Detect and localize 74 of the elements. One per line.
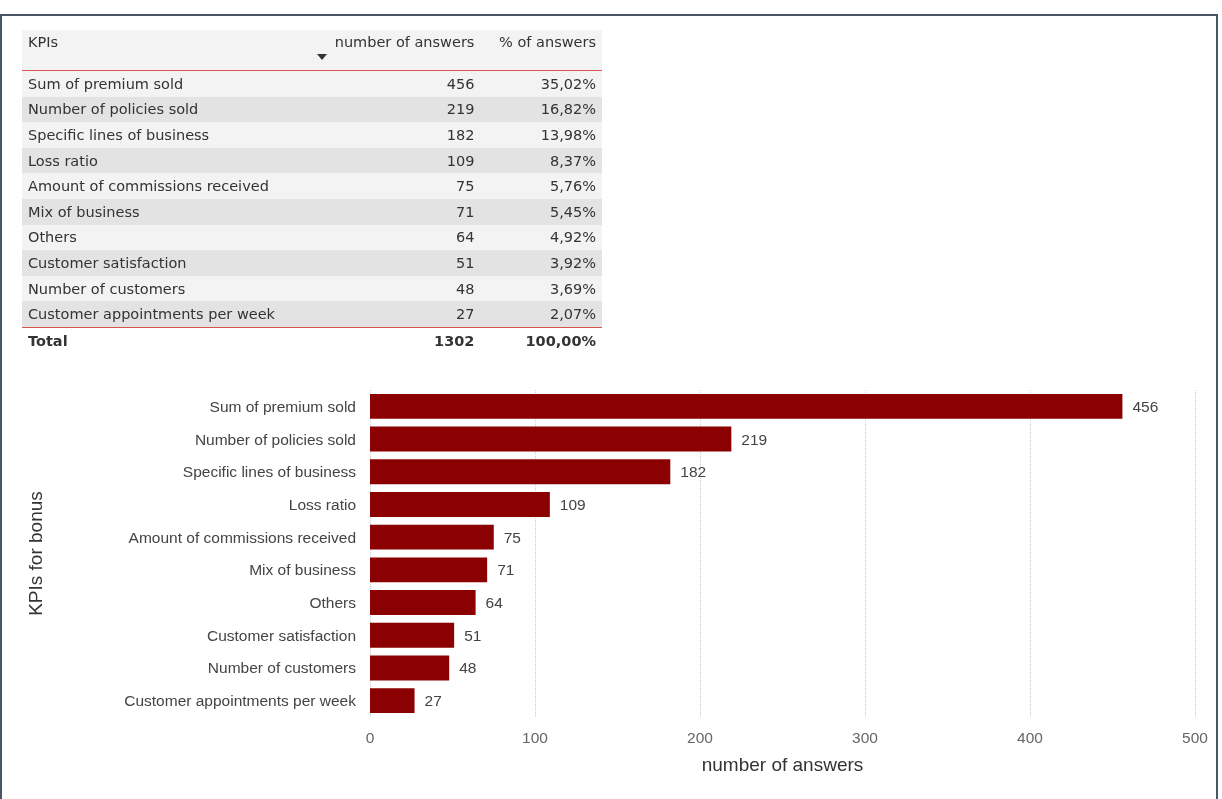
data-label: 75 xyxy=(503,528,521,546)
bar xyxy=(370,492,550,517)
bar xyxy=(370,590,476,615)
text: Total xyxy=(22,327,312,354)
category-label: Mix of business xyxy=(22,198,312,225)
data-label: 48 xyxy=(459,659,477,677)
data-label: 456 xyxy=(311,70,481,97)
data-label: 51 xyxy=(464,626,482,644)
data-label: 64 xyxy=(485,594,504,612)
category-label: Loss ratio xyxy=(22,147,312,174)
data-label: 182 xyxy=(311,122,481,148)
y-tick-label: Mix of business xyxy=(249,561,357,579)
x-tick-label: 0 xyxy=(365,728,375,746)
data-label: 109 xyxy=(311,147,481,174)
y-tick-label: Loss ratio xyxy=(288,495,356,513)
data-label: 2,07% xyxy=(480,301,602,328)
data-label: 48 xyxy=(311,275,481,302)
category-label: Number of policies sold xyxy=(22,96,312,123)
data-label: 75 xyxy=(311,173,481,199)
category-label: Others xyxy=(22,224,312,251)
bar xyxy=(370,393,1123,419)
data-label: 71 xyxy=(311,198,481,225)
data-label: 4,92% xyxy=(480,224,602,251)
y-tick-label: Specific lines of business xyxy=(182,463,357,481)
category-label: Customer appointments per week xyxy=(22,301,312,328)
data-label: 3,92% xyxy=(480,250,602,276)
category-label: Specific lines of business xyxy=(22,122,312,148)
category-label: Number of customers xyxy=(22,275,312,302)
data-label: 182 xyxy=(680,463,707,481)
data-label: 3,69% xyxy=(480,275,602,302)
data-label: 5,45% xyxy=(480,198,602,225)
series-label: number of answers xyxy=(311,30,481,71)
data-label: 71 xyxy=(497,561,515,579)
data-label: 5,76% xyxy=(480,173,602,199)
data-label: 51 xyxy=(311,250,481,276)
data-label: 64 xyxy=(311,224,481,251)
bar xyxy=(370,524,494,550)
data-label: 219 xyxy=(741,430,768,448)
text: KPIs xyxy=(22,30,312,71)
bar xyxy=(370,459,671,485)
y-tick-label: Sum of premium sold xyxy=(209,397,356,415)
data-label: 456 xyxy=(1132,397,1159,415)
bar xyxy=(370,688,415,714)
y-axis-title: KPIs for bonus xyxy=(25,491,46,616)
x-tick-label: 200 xyxy=(687,728,714,746)
y-tick-label: Number of customers xyxy=(207,659,357,677)
bar xyxy=(370,622,455,648)
category-label: Customer satisfaction xyxy=(22,250,312,276)
data-label: 219 xyxy=(311,96,481,123)
y-tick-label: Number of policies sold xyxy=(194,430,356,448)
data-label: 13,98% xyxy=(480,122,602,148)
series-label: % of answers xyxy=(480,30,602,71)
x-axis-title: number of answers xyxy=(701,754,864,775)
category-label: Amount of commissions received xyxy=(22,173,312,199)
data-label: 27 xyxy=(424,692,442,710)
category-label: Sum of premium sold xyxy=(22,70,312,97)
data-label: 35,02% xyxy=(480,70,602,97)
bar xyxy=(370,426,732,452)
data-label: 27 xyxy=(311,301,481,328)
bar xyxy=(370,655,450,681)
y-tick-label: Customer appointments per week xyxy=(124,692,357,710)
y-tick-label: Others xyxy=(309,594,357,612)
data-label: 16,82% xyxy=(480,96,602,123)
text: 100,00% xyxy=(525,332,596,349)
x-tick-label: 400 xyxy=(1017,728,1044,746)
bar xyxy=(370,557,488,583)
y-tick-label: Amount of commissions received xyxy=(128,528,356,546)
x-tick-label: 300 xyxy=(852,728,879,746)
data-label: 109 xyxy=(559,495,586,513)
text: 1302 xyxy=(434,332,475,349)
data-label: 8,37% xyxy=(480,147,602,174)
x-tick-label: 100 xyxy=(522,728,549,746)
y-tick-label: Customer satisfaction xyxy=(206,626,356,644)
x-tick-label: 500 xyxy=(1182,728,1209,746)
